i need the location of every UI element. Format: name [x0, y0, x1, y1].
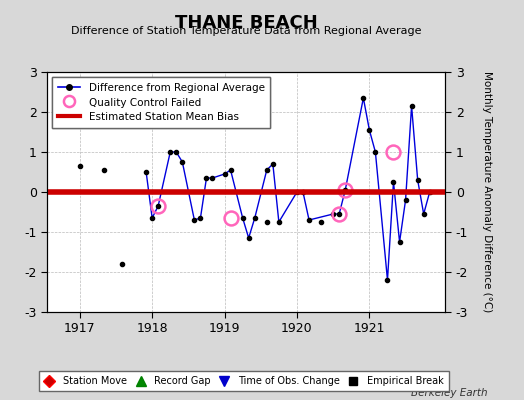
Point [407, 103, 416, 109]
Point [359, 95, 367, 101]
Point [263, 167, 271, 173]
Point [178, 159, 187, 165]
Point [154, 203, 162, 209]
Text: Difference of Station Temperature Data from Regional Average: Difference of Station Temperature Data f… [71, 26, 421, 36]
Point [275, 219, 283, 225]
Point [335, 211, 343, 217]
Point [75, 163, 84, 169]
Text: THANE BEACH: THANE BEACH [175, 14, 318, 32]
Point [221, 171, 229, 177]
Point [245, 235, 253, 241]
Point [420, 211, 428, 217]
Point [172, 149, 180, 155]
Point [226, 167, 235, 173]
Point [196, 215, 205, 221]
Point [142, 169, 150, 175]
Point [263, 219, 271, 225]
Point [208, 175, 216, 181]
Point [250, 215, 259, 221]
Point [190, 217, 199, 223]
Point [389, 179, 398, 185]
Point [317, 219, 325, 225]
Legend: Difference from Regional Average, Quality Control Failed, Estimated Station Mean: Difference from Regional Average, Qualit… [52, 77, 270, 128]
Point [118, 261, 126, 267]
Point [269, 161, 277, 167]
Point [413, 177, 422, 183]
Point [148, 215, 156, 221]
Point [293, 189, 301, 195]
Point [383, 277, 391, 283]
Point [299, 189, 307, 195]
Point [365, 127, 374, 133]
Point [238, 215, 247, 221]
Y-axis label: Monthly Temperature Anomaly Difference (°C): Monthly Temperature Anomaly Difference (… [482, 71, 492, 313]
Point [341, 187, 350, 193]
Legend: Station Move, Record Gap, Time of Obs. Change, Empirical Break: Station Move, Record Gap, Time of Obs. C… [39, 372, 449, 391]
Point [425, 189, 434, 195]
Text: Berkeley Earth: Berkeley Earth [411, 388, 487, 398]
Point [202, 175, 211, 181]
Point [100, 167, 108, 173]
Point [371, 149, 379, 155]
Point [329, 211, 337, 217]
Point [396, 239, 404, 245]
Point [401, 197, 410, 203]
Point [305, 217, 313, 223]
Point [166, 149, 174, 155]
